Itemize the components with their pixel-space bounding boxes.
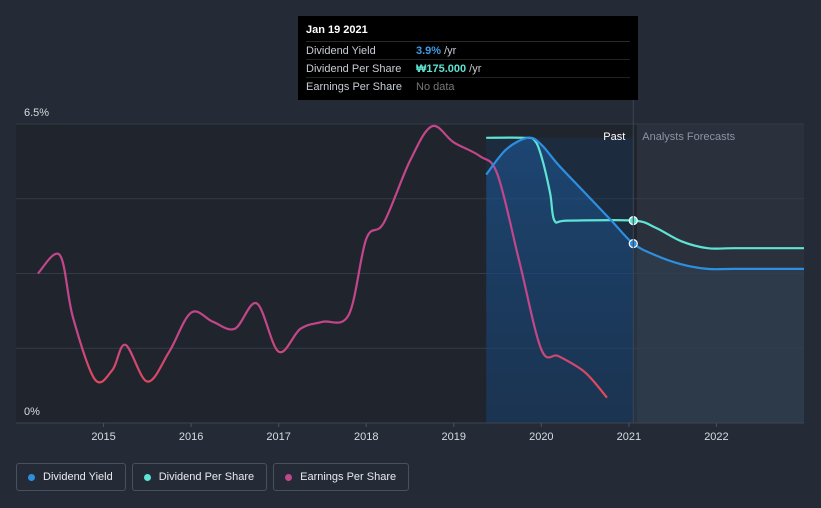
tooltip-label: Dividend Yield [306,44,376,57]
x-tick-label: 2020 [529,431,553,443]
zone-forecast-label: Analysts Forecasts [642,131,735,143]
tooltip-value: ₩175.000 [416,62,467,75]
tooltip-value: 3.9% [416,44,442,57]
tooltip-unit: /yr [444,44,457,57]
legend-label: Earnings Per Share [300,471,397,483]
tooltip-row-dividend-yield: Dividend Yield 3.9% /yr [306,42,630,60]
tooltip: Jan 19 2021 Dividend Yield 3.9% /yr Divi… [298,16,638,100]
legend-item-dividend-yield[interactable]: Dividend Yield [16,463,126,491]
x-tick-label: 2018 [354,431,378,443]
dividend-highlight-band [486,137,634,424]
y-tick-label: 0% [24,406,40,418]
tooltip-value: No data [416,80,455,93]
dividend-yield-forecast-area [633,243,804,423]
x-tick-label: 2015 [91,431,115,443]
dividend-yield-line [485,136,804,271]
tooltip-date: Jan 19 2021 [306,24,630,42]
highlight-areas [486,137,804,424]
x-tick-label: 2016 [179,431,203,443]
y-tick-label: 6.5% [24,107,49,119]
tooltip-label: Dividend Per Share [306,62,402,75]
tooltip-row-dividend-per-share: Dividend Per Share ₩175.000 /yr [306,60,630,78]
tooltip-unit: /yr [469,62,482,75]
legend-label: Dividend Per Share [158,471,255,483]
legend: Dividend Yield Dividend Per Share Earnin… [16,463,410,491]
y-axis: 6.5% 0% [24,107,49,418]
legend-item-earnings-per-share[interactable]: Earnings Per Share [273,463,410,491]
tooltip-label: Earnings Per Share [306,80,402,93]
x-tick-label: 2017 [266,431,290,443]
series-lines [37,124,804,399]
legend-item-dividend-per-share[interactable]: Dividend Per Share [131,463,268,491]
legend-dot-icon [143,473,151,481]
x-tick-label: 2019 [442,431,466,443]
x-tick-label: 2022 [704,431,728,443]
x-axis: 2015 2016 2017 2018 2019 2020 2021 2022 [16,422,804,443]
dividend-yield-area [486,137,634,423]
x-tick-label: 2021 [617,431,641,443]
tooltip-row-earnings-per-share: Earnings Per Share No data [306,78,630,95]
legend-label: Dividend Yield [43,471,113,483]
legend-dot-icon [28,473,35,481]
earnings-per-share-line [37,124,608,399]
zone-past-label: Past [603,131,625,143]
legend-dot-icon [285,473,293,481]
